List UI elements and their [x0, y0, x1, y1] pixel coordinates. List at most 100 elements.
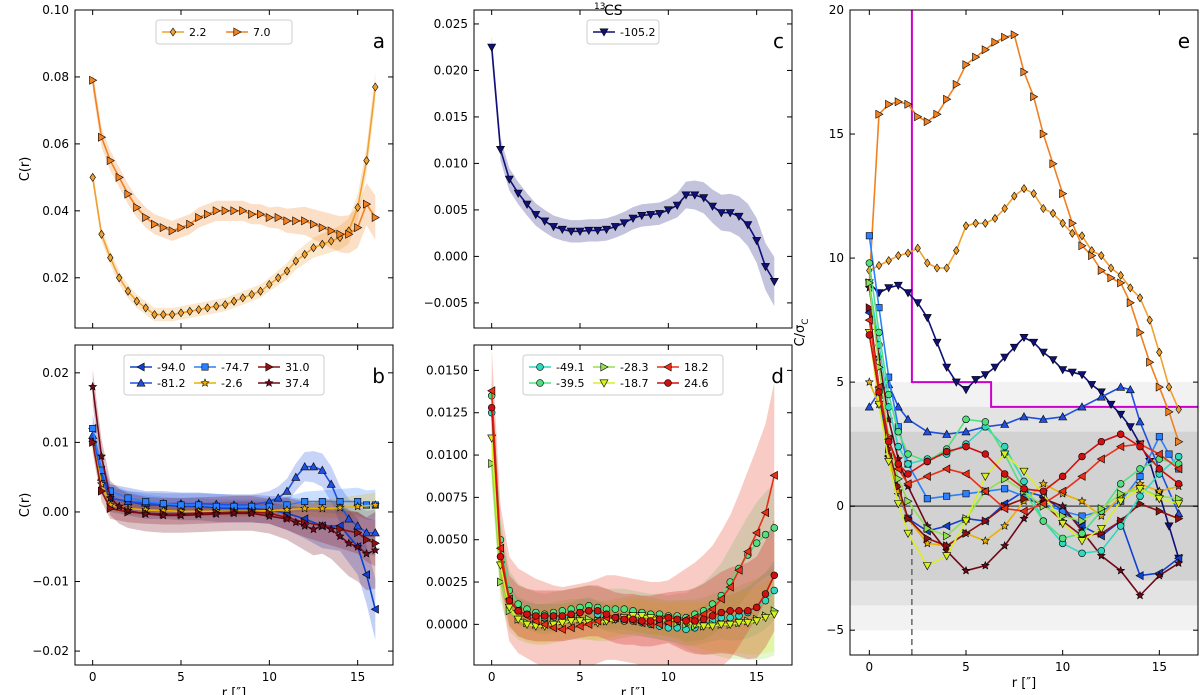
data-point	[1097, 547, 1106, 555]
y-tick-label: 0.0100	[426, 448, 468, 462]
data-point	[982, 218, 989, 228]
data-point	[522, 620, 532, 630]
y-axis-label: C(r)	[18, 493, 33, 518]
data-point	[1059, 511, 1068, 521]
legend-entry: 24.6	[657, 377, 709, 390]
data-point	[961, 469, 970, 479]
data-point	[1029, 338, 1039, 348]
y-tick-label: 0.0050	[426, 533, 468, 547]
data-point	[504, 175, 514, 184]
data-point	[106, 156, 115, 166]
data-point	[991, 213, 999, 223]
data-point	[672, 201, 682, 210]
data-point	[953, 246, 960, 256]
y-tick-label: 0.00	[42, 505, 69, 519]
data-point	[980, 486, 989, 496]
data-point	[1048, 356, 1058, 365]
data-point	[894, 428, 903, 436]
y-tick-label: 0.04	[42, 204, 69, 218]
data-point	[319, 239, 326, 249]
error-band--105.2	[491, 36, 775, 307]
data-point	[575, 621, 584, 631]
data-point	[885, 99, 894, 109]
legend-entry: 2.2	[162, 26, 207, 39]
data-point	[1106, 400, 1116, 410]
panel-label-a: a	[373, 29, 385, 53]
data-point	[1116, 442, 1125, 452]
data-point	[865, 303, 874, 313]
data-point	[363, 156, 370, 166]
data-point	[646, 211, 656, 220]
data-point	[1000, 521, 1010, 530]
data-point	[1078, 549, 1086, 557]
data-point	[487, 43, 497, 52]
data-point	[317, 521, 327, 530]
data-point	[308, 524, 319, 534]
legend-label: -2.6	[221, 377, 242, 390]
data-point	[317, 503, 327, 513]
data-point	[336, 524, 345, 534]
legend-entry: -49.1	[529, 361, 584, 374]
data-point	[655, 615, 664, 623]
legend-label: 24.6	[684, 377, 709, 390]
data-point	[1174, 464, 1183, 474]
error-band-24.6	[491, 382, 775, 660]
data-point	[734, 619, 744, 628]
y-tick-label: 10	[829, 251, 844, 265]
data-point	[885, 256, 892, 266]
data-point	[301, 249, 308, 259]
legend-entry: -39.5	[529, 377, 584, 390]
data-point	[300, 462, 310, 471]
data-point	[151, 310, 158, 320]
data-point	[513, 189, 523, 198]
data-point	[283, 266, 291, 276]
y-tick-label: 5	[836, 375, 844, 389]
data-point	[942, 552, 952, 561]
data-point	[1125, 384, 1135, 394]
data-point	[894, 442, 903, 451]
y-tick-label: 0.0000	[426, 617, 468, 631]
data-point	[611, 613, 620, 622]
data-point	[769, 610, 779, 619]
data-point	[371, 212, 380, 223]
data-point	[1107, 273, 1116, 283]
data-point	[760, 614, 771, 623]
data-point	[690, 191, 700, 200]
data-point	[1155, 433, 1163, 441]
legend-marker	[599, 28, 609, 37]
data-point	[575, 227, 585, 236]
series-37.4	[88, 381, 380, 558]
data-point	[1000, 419, 1010, 428]
data-point	[1117, 278, 1126, 288]
series--105.2	[487, 43, 779, 287]
y-tick-label: −0.005	[424, 296, 468, 310]
data-point	[707, 202, 718, 211]
data-point	[496, 552, 505, 561]
data-point	[1165, 407, 1174, 417]
data-point	[620, 615, 628, 623]
data-point	[212, 206, 221, 216]
data-point	[1096, 392, 1106, 401]
data-point	[962, 415, 970, 424]
data-point	[548, 623, 558, 633]
data-point	[275, 273, 282, 283]
panel-label-c: c	[773, 29, 784, 53]
x-tick-label: 0	[89, 670, 97, 684]
data-point	[354, 223, 363, 233]
y-tick-label: 0.000	[434, 249, 468, 263]
data-point	[105, 493, 115, 502]
data-point	[914, 112, 923, 122]
data-point	[1096, 524, 1106, 534]
data-point	[1096, 551, 1106, 560]
data-point	[176, 510, 186, 520]
data-point	[96, 451, 107, 461]
data-point	[327, 226, 336, 236]
data-point	[204, 303, 211, 313]
data-point	[239, 293, 246, 303]
data-point	[1078, 529, 1086, 538]
data-point	[602, 610, 611, 618]
error-band-2.2	[92, 72, 376, 322]
axes-frame	[473, 9, 793, 329]
y-tick-label: 0.02	[42, 366, 69, 380]
data-point	[1096, 454, 1105, 464]
